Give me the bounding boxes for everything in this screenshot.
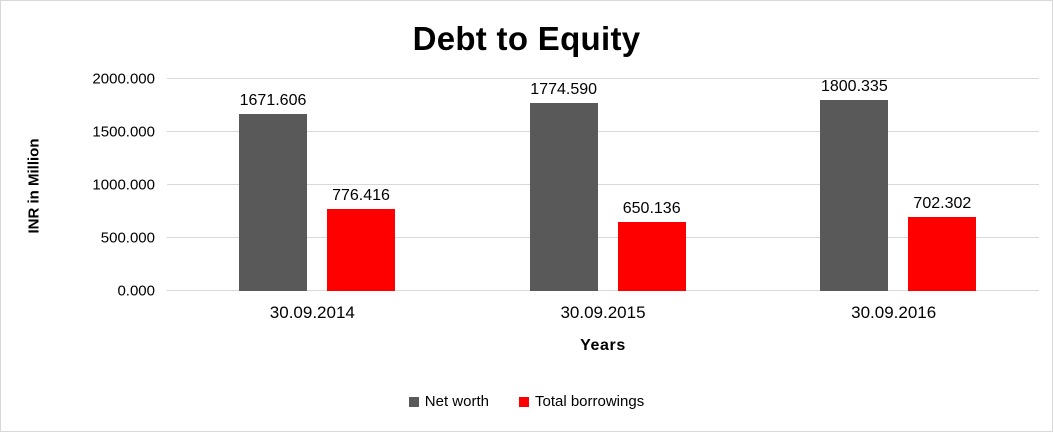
plot-area: 1671.606 776.416 1774.590 650.136 1800.335 70…	[167, 78, 1039, 291]
y-axis-tick-labels: 0.000 500.000 1000.000 1500.000 2000.000	[57, 71, 161, 300]
gridline	[167, 237, 1039, 238]
bar-total-borrowings[interactable]: 776.416	[327, 187, 395, 291]
x-axis-tick-label: 30.09.2016	[851, 303, 937, 322]
x-axis-tick-label: 30.09.2015	[560, 303, 646, 322]
bar-group: 1671.606 776.416	[167, 79, 458, 291]
bar-value-label: 702.302	[913, 194, 972, 212]
bar-value-label: 1671.606	[239, 91, 307, 109]
y-axis-title-label: INR in Million	[25, 138, 43, 234]
gridline	[167, 290, 1039, 291]
bar-total-borrowings[interactable]: 702.302	[908, 195, 977, 291]
bar-group: 1774.590 650.136	[458, 79, 749, 291]
bar-net-worth[interactable]: 1774.590	[529, 81, 598, 291]
x-axis-tick-label: 30.09.2014	[269, 303, 355, 322]
legend-item-total-borrowings[interactable]: Total borrowings	[518, 393, 645, 410]
bar-group: 1800.335 702.302	[748, 78, 1039, 291]
bar-net-worth[interactable]: 1671.606	[239, 92, 307, 291]
gridline	[167, 131, 1039, 132]
chart-title: Debt to Equity	[412, 20, 641, 57]
gridline	[167, 184, 1039, 185]
legend-swatch-icon	[518, 396, 529, 407]
bar-groups: 1671.606 776.416 1774.590 650.136 1800.335 70…	[167, 78, 1039, 291]
y-axis-title: INR in Million	[23, 106, 45, 266]
y-axis-tick-label: 500.000	[100, 229, 155, 247]
bar-value-label: 1774.590	[530, 80, 598, 98]
gridline	[167, 78, 1039, 79]
bar-value-label: 650.136	[622, 200, 681, 218]
legend-label: Net worth	[424, 393, 489, 410]
bar-net-worth[interactable]: 1800.335	[820, 78, 889, 291]
x-axis-title: Years	[580, 337, 626, 354]
bar-value-label: 1800.335	[820, 78, 888, 96]
y-axis-tick-label: 1500.000	[92, 123, 155, 141]
y-axis-tick-label: 1000.000	[92, 176, 155, 194]
y-axis-tick-label: 0.000	[117, 282, 155, 300]
legend-item-net-worth[interactable]: Net worth	[408, 393, 489, 410]
x-axis-tick-labels: 30.09.2014 30.09.2015 30.09.2016	[167, 299, 1039, 327]
legend-swatch-icon	[408, 396, 419, 407]
bar-value-label: 776.416	[332, 186, 390, 204]
chart-legend: Net worth Total borrowings	[1, 393, 1052, 410]
legend-label: Total borrowings	[534, 393, 645, 410]
y-axis-tick-label: 2000.000	[92, 70, 155, 88]
bar-total-borrowings[interactable]: 650.136	[617, 200, 686, 291]
